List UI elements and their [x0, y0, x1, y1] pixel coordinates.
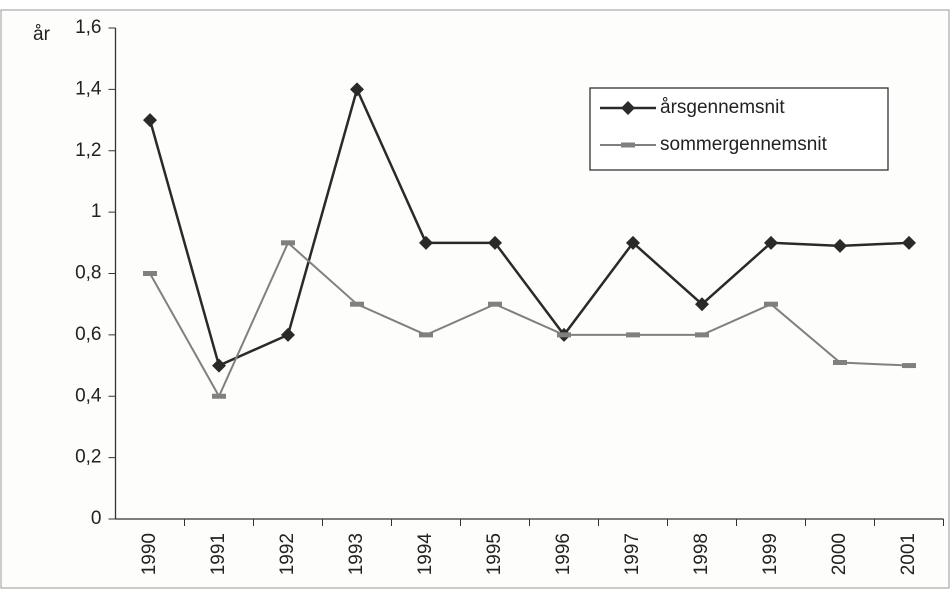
data-point — [143, 271, 157, 276]
x-tick-label: 1991 — [208, 533, 229, 575]
data-point — [695, 297, 709, 312]
y-tick-label: 0,2 — [75, 447, 101, 468]
data-point — [764, 301, 778, 307]
data-point — [695, 332, 709, 338]
y-tick-label: 0,8 — [75, 263, 101, 284]
x-tick-label: 1999 — [760, 533, 781, 575]
x-tick-label: 1990 — [139, 533, 160, 575]
data-point — [626, 332, 640, 338]
x-tick-label: 1994 — [415, 533, 436, 576]
y-tick-label: 0 — [91, 508, 102, 529]
data-point — [419, 235, 433, 250]
x-tick-label: 1998 — [691, 533, 712, 575]
data-point — [833, 359, 847, 365]
series-line — [149, 241, 910, 399]
x-tick-label: 1996 — [553, 533, 574, 575]
data-point — [212, 393, 226, 399]
series-line — [148, 85, 910, 368]
data-point — [902, 235, 916, 250]
data-point — [281, 240, 295, 246]
legend-label: sommergennemsnit — [660, 134, 828, 155]
data-point — [281, 327, 295, 342]
data-point — [833, 238, 847, 253]
x-tick-label: 2000 — [829, 533, 850, 575]
data-point — [350, 82, 364, 97]
y-axis-label: år — [33, 24, 51, 45]
data-point — [626, 235, 640, 250]
y-tick-label: 1,2 — [75, 140, 101, 161]
data-point — [488, 301, 502, 307]
y-tick-label: 0,4 — [75, 385, 102, 406]
data-point — [143, 113, 157, 128]
data-point — [488, 235, 502, 250]
data-point — [419, 332, 433, 338]
x-tick-label: 1993 — [346, 533, 367, 575]
legend-marker — [621, 101, 635, 115]
x-tick-label: 1995 — [484, 533, 505, 575]
y-tick-label: 1,4 — [75, 78, 102, 99]
data-point — [557, 332, 571, 338]
y-tick-label: 1 — [91, 201, 102, 222]
legend-label: årsgennemsnit — [660, 97, 785, 118]
y-tick-label: 0,6 — [75, 324, 101, 345]
legend-box — [589, 87, 889, 171]
data-point — [350, 301, 364, 307]
x-tick-label: 2001 — [898, 533, 919, 575]
y-tick-label: 1,6 — [75, 17, 101, 38]
x-tick-label: 1997 — [622, 533, 643, 575]
data-point — [212, 358, 226, 373]
x-tick-label: 1992 — [277, 533, 298, 575]
data-point — [902, 363, 916, 369]
legend-marker — [621, 142, 635, 148]
data-point — [764, 235, 778, 250]
